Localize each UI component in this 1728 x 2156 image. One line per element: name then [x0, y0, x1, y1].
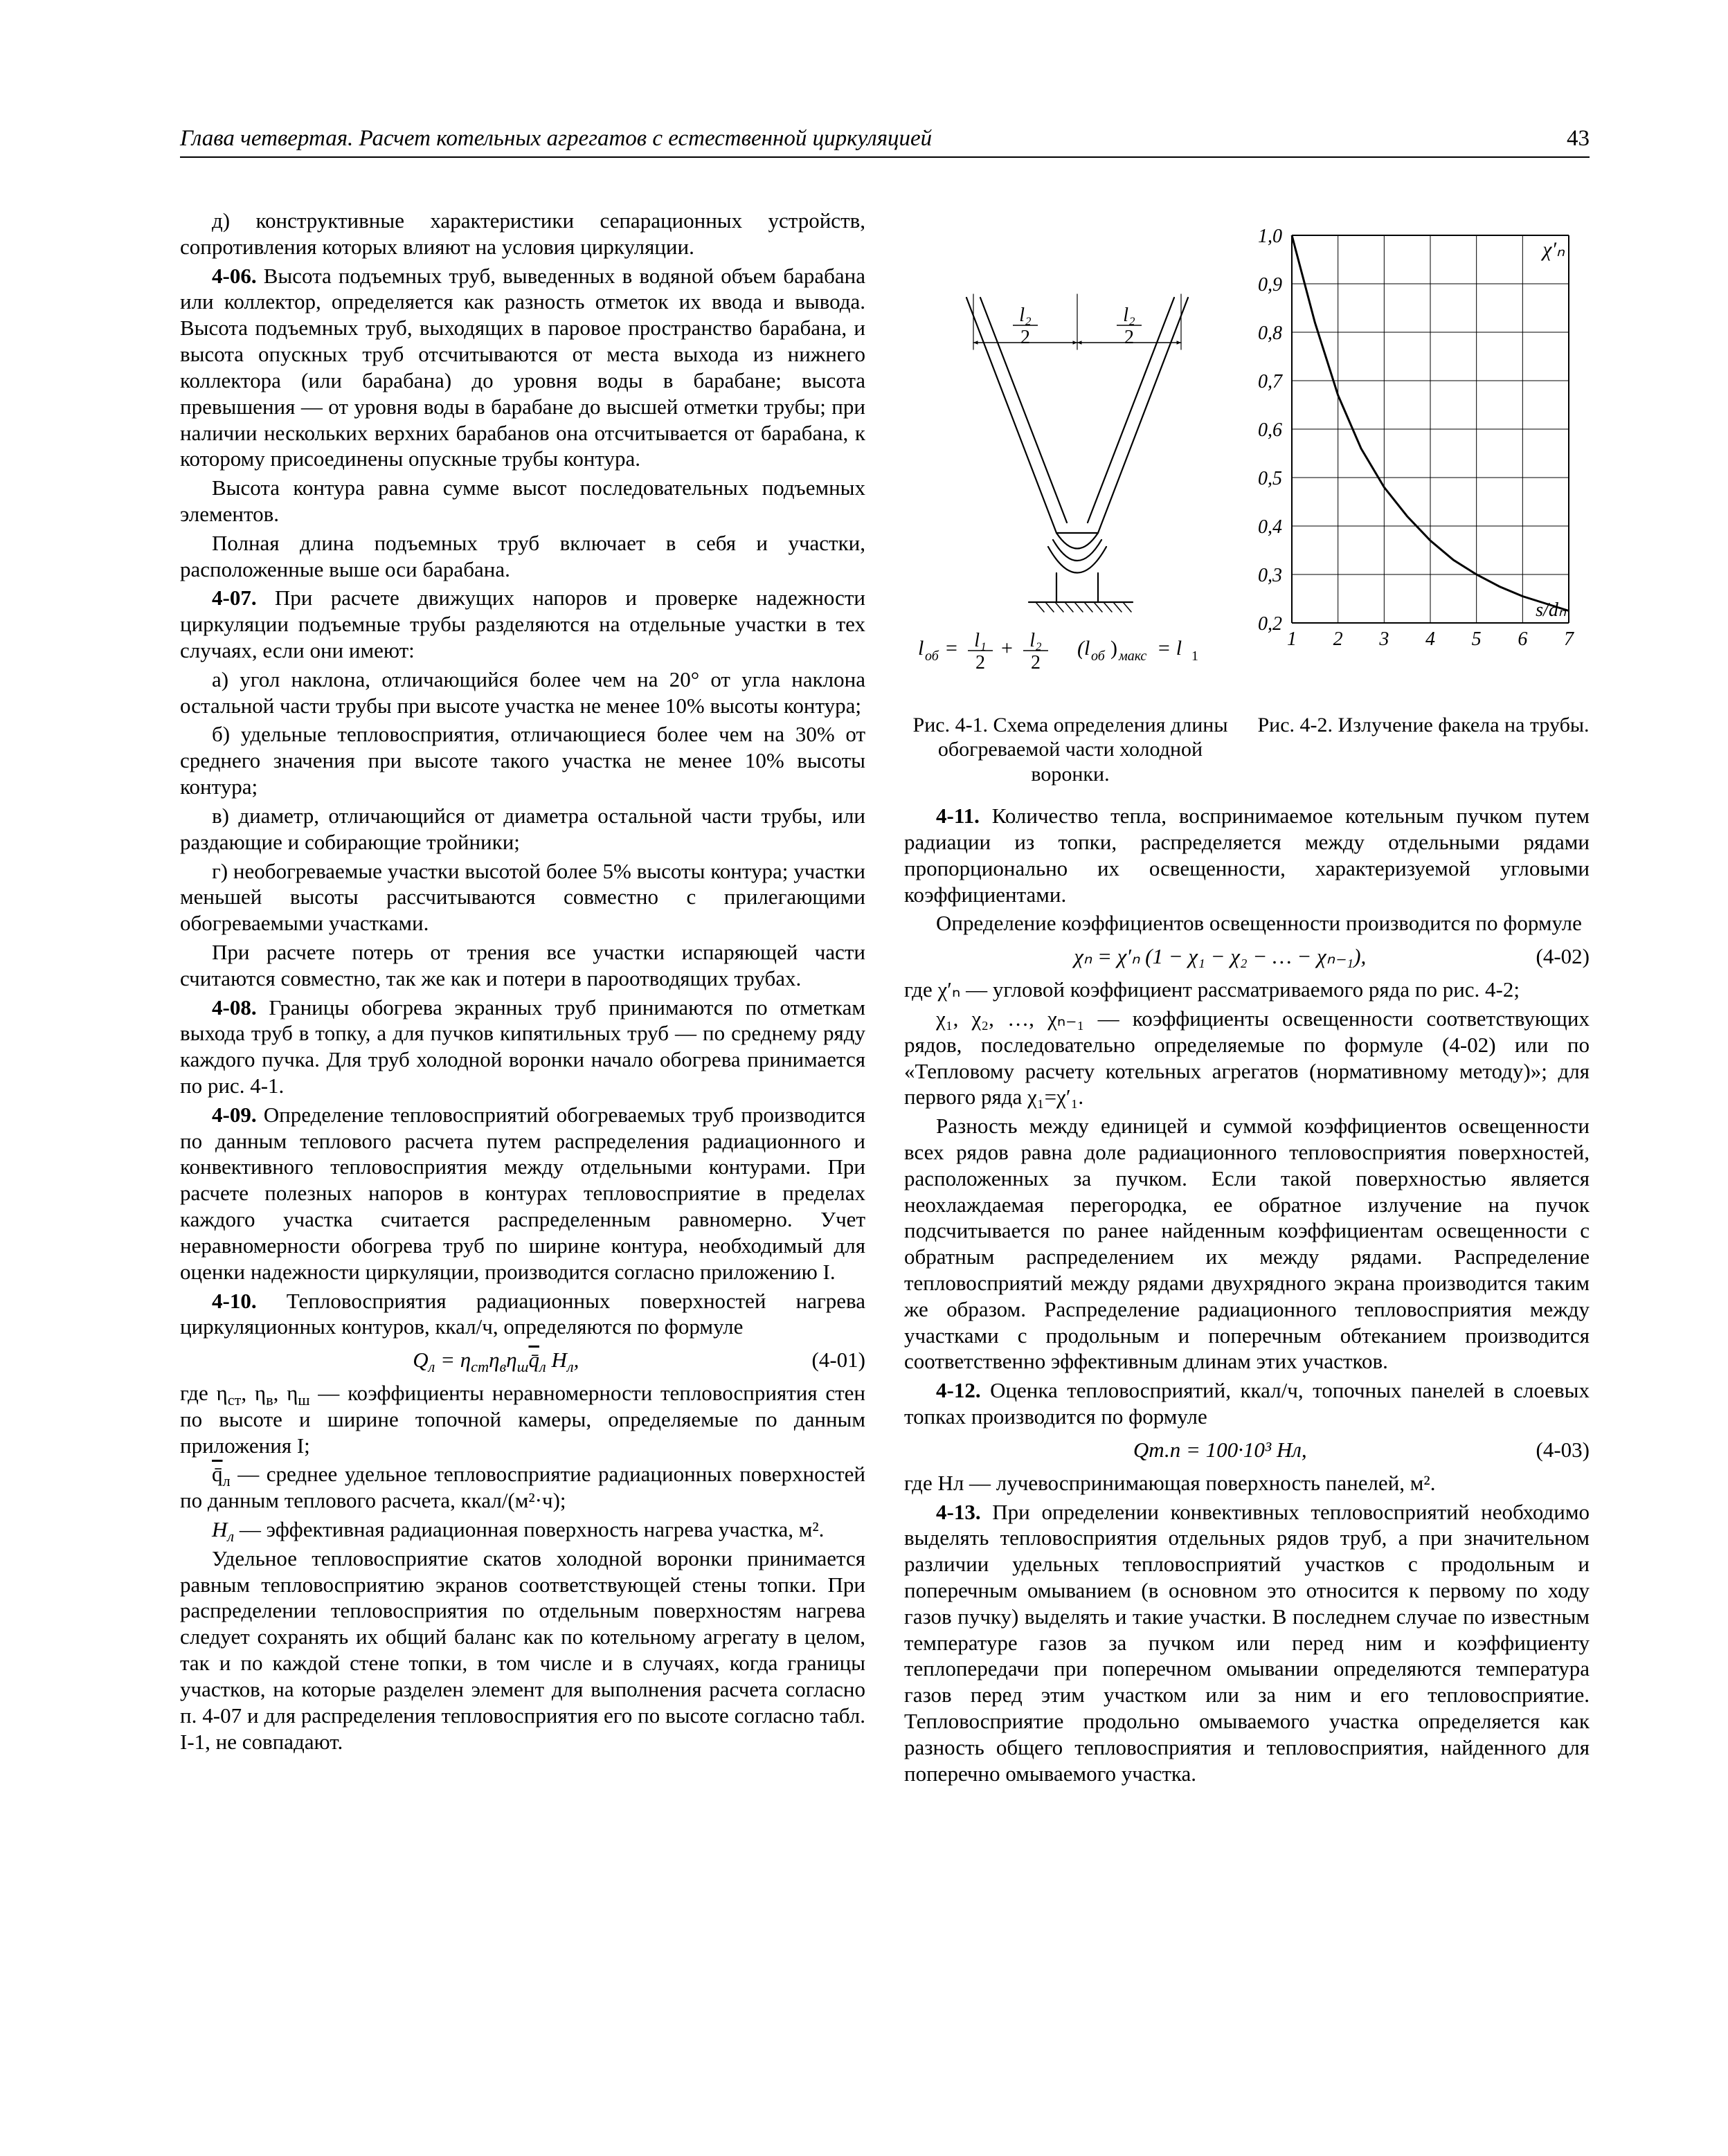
svg-text:2: 2	[1020, 327, 1030, 348]
svg-text:0,8: 0,8	[1258, 323, 1282, 344]
para-4-12b: где Hл — лучевоспринимающая поверхность …	[904, 1470, 1590, 1496]
svg-text:+: +	[1001, 637, 1013, 660]
svg-text:l₂: l₂	[1019, 305, 1032, 326]
running-head-title: Глава четвертая. Расчет котельных агрега…	[180, 125, 932, 152]
svg-text:6: 6	[1518, 628, 1527, 650]
para-4-08: 4-08. Границы обогрева экранных труб при…	[180, 995, 865, 1099]
equation-4-02-number: (4-02)	[1536, 942, 1590, 971]
svg-text:l₂: l₂	[1029, 630, 1042, 651]
svg-text:2: 2	[1031, 652, 1041, 673]
svg-text:= l: = l	[1157, 637, 1182, 660]
para-4-07c: в) диаметр, отличающийся от диаметра ост…	[180, 803, 865, 855]
equation-4-02: χₙ = χ′ₙ (1 − χ₁ − χ₂ − … − χₙ₋₁), (4-02…	[904, 942, 1590, 971]
svg-text:s/dₙ: s/dₙ	[1536, 599, 1567, 621]
svg-text:2: 2	[1124, 327, 1134, 348]
para-4-10e: Удельное тепловосприятие скатов холодной…	[180, 1546, 865, 1755]
para-4-10c: q̄л — среднее удельное тепловосприятие р…	[180, 1461, 865, 1514]
page-number: 43	[1567, 125, 1590, 152]
para-4-07a: а) угол наклона, отличающийся более чем …	[180, 667, 865, 719]
equation-4-03: Qт.п = 100·10³ Hл, (4-03)	[904, 1435, 1590, 1465]
caption-fig-4-2: Рис. 4-2. Излучение факела на трубы.	[1257, 713, 1590, 786]
para-4-06: 4-06. Высота подъемных труб, выведенных …	[180, 263, 865, 473]
svg-text:0,3: 0,3	[1258, 565, 1282, 586]
figures-4-1-4-2: l₂2l₂2lоб = l₁2 + l₂2(lоб)макс = l112345…	[904, 208, 1590, 786]
svg-text:(l: (l	[1077, 637, 1090, 660]
running-head: Глава четвертая. Расчет котельных агрега…	[180, 125, 1590, 158]
sec-4-11: 4-11.	[936, 804, 980, 828]
svg-text:0,5: 0,5	[1258, 468, 1282, 489]
svg-text:1,0: 1,0	[1258, 226, 1282, 247]
para-4-07d: г) необогреваемые участки высотой более …	[180, 858, 865, 936]
para-4-11e: Разность между единицей и суммой коэффиц…	[904, 1113, 1590, 1375]
para-4-13: 4-13. При определении конвективных тепло…	[904, 1499, 1590, 1787]
svg-text:1: 1	[1191, 649, 1198, 664]
svg-text:2: 2	[1333, 628, 1343, 650]
sec-4-09: 4-09.	[212, 1103, 257, 1127]
svg-text:макс: макс	[1118, 649, 1146, 664]
svg-text:об: об	[925, 649, 939, 664]
para-4-12: 4-12. Оценка тепловосприятий, ккал/ч, то…	[904, 1377, 1590, 1430]
svg-text:5: 5	[1472, 628, 1482, 650]
svg-text:): )	[1110, 637, 1117, 660]
svg-text:2: 2	[975, 652, 985, 673]
sec-4-07: 4-07.	[212, 586, 257, 610]
sec-4-13: 4-13.	[936, 1500, 981, 1524]
para-4-11c: где χ′ₙ — угловой коэффициент рассматрив…	[904, 977, 1590, 1003]
svg-text:l: l	[918, 637, 924, 660]
equation-4-01-number: (4-01)	[812, 1346, 865, 1375]
svg-text:1: 1	[1287, 628, 1297, 650]
svg-text:4: 4	[1425, 628, 1435, 650]
body-columns: д) конструктивные характеристики сепарац…	[180, 208, 1590, 2045]
svg-text:3: 3	[1378, 628, 1389, 650]
svg-text:0,9: 0,9	[1258, 274, 1282, 296]
svg-text:0,2: 0,2	[1258, 613, 1282, 635]
para-4-10d: Hл — эффективная радиационная поверхност…	[180, 1516, 865, 1543]
figures-svg: l₂2l₂2lоб = l₁2 + l₂2(lоб)макс = l112345…	[904, 208, 1590, 706]
svg-text:=: =	[946, 637, 957, 660]
para-4-06b: Высота контура равна сумме высот последо…	[180, 475, 865, 527]
svg-text:об: об	[1091, 649, 1106, 664]
svg-text:0,6: 0,6	[1258, 419, 1282, 441]
para-4-07b: б) удельные тепловосприятия, отличающиес…	[180, 721, 865, 799]
svg-text:0,7: 0,7	[1258, 371, 1283, 392]
para-4-07e: При расчете потерь от трения все участки…	[180, 939, 865, 992]
sec-4-12: 4-12.	[936, 1378, 981, 1402]
caption-fig-4-1: Рис. 4-1. Схема определения длины обогре…	[904, 713, 1236, 786]
para-4-09: 4-09. Определение тепловосприятий обогре…	[180, 1102, 865, 1285]
sec-4-08: 4-08.	[212, 995, 257, 1020]
svg-text:0,4: 0,4	[1258, 516, 1282, 538]
sec-4-10: 4-10.	[212, 1289, 257, 1313]
para-4-07: 4-07. При расчете движущих напоров и про…	[180, 585, 865, 663]
svg-text:7: 7	[1564, 628, 1574, 650]
para-4-06c: Полная длина подъемных труб включает в с…	[180, 530, 865, 583]
sec-4-06: 4-06.	[212, 264, 257, 288]
svg-text:l₂: l₂	[1123, 305, 1135, 326]
equation-4-01: Qл = ηстηвηшq̄л Hл, (4-01)	[180, 1346, 865, 1375]
para-4-11b: Определение коэффициентов освещенности п…	[904, 910, 1590, 936]
para-4-11d: χ₁, χ₂, …, χₙ₋₁ — коэффициенты освещенно…	[904, 1006, 1590, 1110]
svg-text:l₁: l₁	[974, 630, 987, 651]
svg-text:χ′ₙ: χ′ₙ	[1540, 238, 1565, 261]
para-4-11: 4-11. Количество тепла, воспринимаемое к…	[904, 803, 1590, 907]
para-4-05d: д) конструктивные характеристики сепарац…	[180, 208, 865, 260]
para-4-10: 4-10. Тепловосприятия радиационных повер…	[180, 1288, 865, 1341]
equation-4-03-number: (4-03)	[1536, 1435, 1590, 1465]
para-4-10b: где ηст, ηв, ηш — коэффициенты неравноме…	[180, 1380, 865, 1458]
